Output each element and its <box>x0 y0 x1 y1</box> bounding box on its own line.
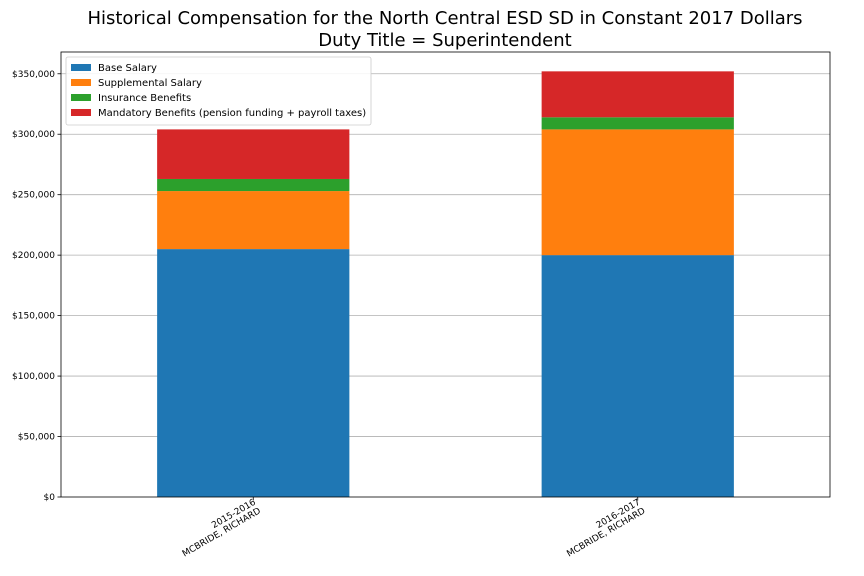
legend-swatch <box>71 109 91 116</box>
bar-segment-insurance-benefits <box>157 178 350 192</box>
legend-box <box>65 56 372 126</box>
bar-segment-supplemental-salary <box>157 191 350 250</box>
bar-segment-insurance-benefits <box>541 117 734 130</box>
chart-title-line1: Historical Compensation for the North Ce… <box>87 8 803 29</box>
legend-swatch <box>71 79 91 86</box>
bar-segment-supplemental-salary <box>541 129 734 256</box>
bar-segment-base-salary <box>157 249 350 497</box>
y-tick-label: $350,000 <box>12 70 55 80</box>
legend-label: Mandatory Benefits (pension funding + pa… <box>98 108 366 119</box>
y-tick-label: $150,000 <box>12 312 55 322</box>
legend-swatch <box>71 64 91 71</box>
y-tick-label: $0 <box>44 493 56 503</box>
legend-swatch <box>71 94 91 101</box>
y-tick-label: $300,000 <box>12 130 55 140</box>
chart-title-line2: Duty Title = Superintendent <box>318 30 572 51</box>
y-tick-label: $200,000 <box>12 251 55 261</box>
bar-segment-mandatory-benefits-pension-funding-payroll-taxes <box>541 71 734 118</box>
y-tick-label: $50,000 <box>18 433 55 443</box>
bar-segment-base-salary <box>541 255 734 497</box>
legend-label: Supplemental Salary <box>98 78 202 89</box>
bar-segment-mandatory-benefits-pension-funding-payroll-taxes <box>157 129 350 179</box>
legend-label: Base Salary <box>98 63 157 74</box>
x-tick-label-line: MCBRIDE, RICHARD <box>181 506 263 559</box>
plot-frame <box>60 51 831 498</box>
y-tick-label: $100,000 <box>12 372 55 382</box>
x-tick-label-line: MCBRIDE, RICHARD <box>565 506 647 559</box>
y-tick-label: $250,000 <box>12 191 55 201</box>
legend-label: Insurance Benefits <box>98 93 191 104</box>
